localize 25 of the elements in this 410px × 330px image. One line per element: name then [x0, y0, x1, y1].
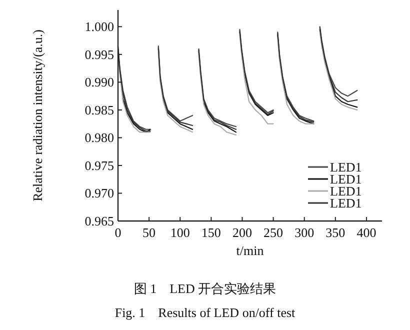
x-tick-label: 250 — [264, 225, 284, 240]
legend-label: LED1 — [330, 172, 362, 186]
x-tick-label: 200 — [232, 225, 252, 240]
y-tick-label: 0.975 — [84, 158, 114, 173]
y-tick-label: 0.990 — [84, 74, 114, 90]
x-tick-label: 100 — [170, 225, 190, 240]
y-tick-label: 0.965 — [84, 214, 114, 228]
x-tick-label: 0 — [114, 225, 122, 240]
x-tick-label: 350 — [326, 225, 346, 240]
x-tick-label: 300 — [294, 225, 314, 240]
legend-label: LED1 — [330, 160, 362, 174]
caption: 图 1 LED 开合实验结果 — [134, 281, 276, 296]
y-axis-title: Relative radiation intensity/(a.u.) — [30, 30, 45, 202]
x-tick-label: 400 — [356, 225, 376, 240]
y-tick-label: 0.970 — [84, 186, 114, 201]
legend-label: LED1 — [330, 184, 362, 198]
caption: Fig. 1 Results of LED on/off test — [114, 305, 296, 320]
y-tick-label: 0.985 — [84, 102, 114, 118]
legend-label: LED1 — [330, 196, 362, 210]
x-tick-label: 50 — [142, 225, 156, 240]
y-tick-label: 0.995 — [84, 46, 114, 62]
y-tick-label: 0.980 — [84, 130, 114, 146]
x-tick-label: 150 — [201, 225, 221, 240]
x-axis-title: t/min — [236, 243, 264, 258]
y-tick-label: 1.000 — [84, 19, 114, 34]
